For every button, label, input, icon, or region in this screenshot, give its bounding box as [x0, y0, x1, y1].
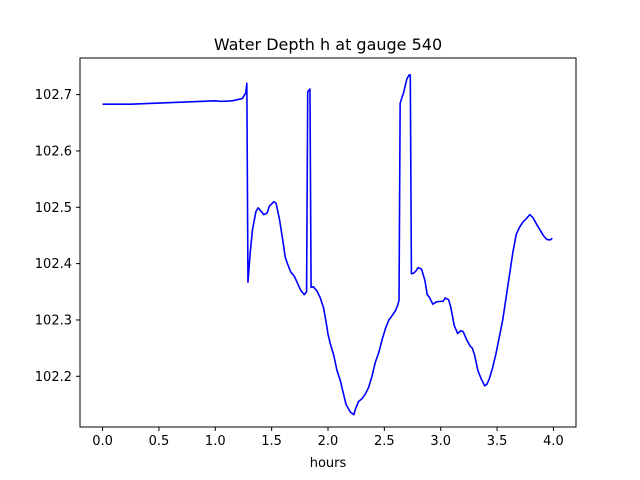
x-axis-ticks: 0.0 0.5 1.0 1.5 2.0 2.5 3.0 3.5 4.0: [92, 427, 564, 449]
x-tick-label: 0.0: [92, 434, 113, 449]
y-axis-ticks: 102.2 102.3 102.4 102.5 102.6 102.7: [35, 88, 80, 385]
x-tick-label: 1.0: [205, 434, 226, 449]
series-line: [102, 74, 553, 416]
y-tick-label: 102.4: [35, 257, 72, 272]
x-tick-label: 4.0: [543, 434, 564, 449]
y-tick-label: 102.2: [35, 370, 72, 385]
y-tick-label: 102.3: [35, 313, 72, 328]
chart-title: Water Depth h at gauge 540: [214, 35, 442, 54]
y-tick-label: 102.6: [35, 144, 72, 159]
x-tick-label: 3.5: [487, 434, 508, 449]
x-tick-label: 2.5: [374, 434, 395, 449]
series-layer: [102, 74, 553, 416]
y-tick-label: 102.5: [35, 201, 72, 216]
x-tick-label: 1.5: [261, 434, 282, 449]
y-tick-label: 102.7: [35, 88, 72, 103]
x-tick-label: 2.0: [318, 434, 339, 449]
x-tick-label: 3.0: [430, 434, 451, 449]
x-axis-title: hours: [310, 456, 347, 471]
x-tick-label: 0.5: [149, 434, 170, 449]
